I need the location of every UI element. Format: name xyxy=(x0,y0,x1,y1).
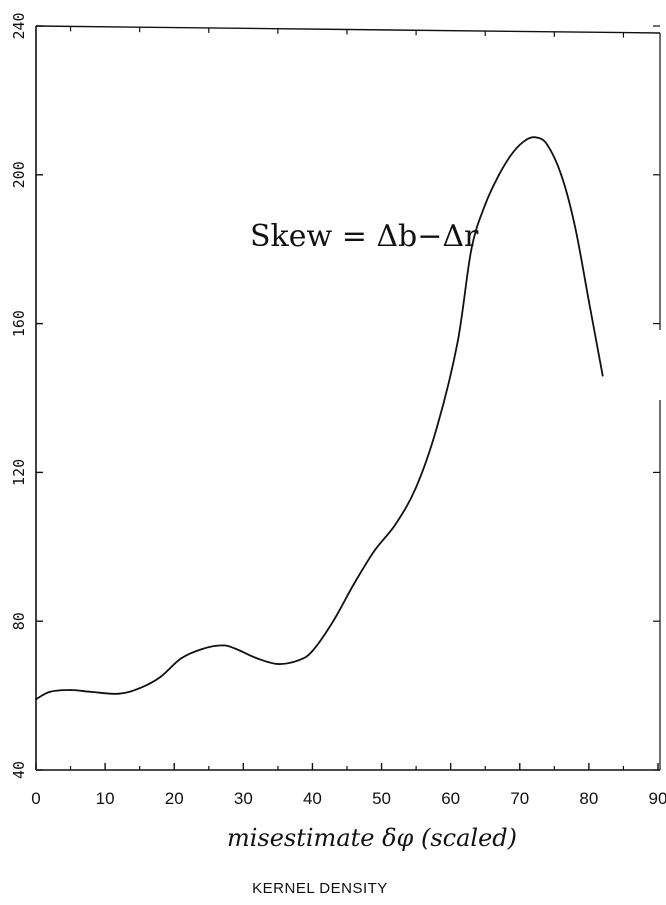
data-point xyxy=(35,698,37,701)
x-tick-label: 20 xyxy=(165,789,184,808)
data-point xyxy=(525,138,528,141)
x-tick-label: 10 xyxy=(96,789,115,808)
data-point xyxy=(546,144,549,146)
data-point xyxy=(48,691,51,693)
data-point xyxy=(180,657,183,660)
data-point xyxy=(138,687,141,690)
data-point xyxy=(484,203,487,206)
data-point xyxy=(353,583,355,585)
x-tick-label: 50 xyxy=(372,789,391,808)
data-point xyxy=(159,676,162,678)
data-point xyxy=(69,689,72,691)
density-series xyxy=(35,136,604,701)
x-axis-label: misestimate δφ (scaled) xyxy=(227,824,517,852)
data-point xyxy=(560,173,563,176)
y-tick-label: 240 xyxy=(10,12,28,39)
data-point xyxy=(256,657,259,660)
data-point xyxy=(311,650,314,652)
x-tick-label: 40 xyxy=(303,789,322,808)
x-axis-ticks: 0 10 20 30 40 50 60 70 80 90 xyxy=(31,26,666,808)
data-point xyxy=(373,549,376,552)
y-tick-label: 200 xyxy=(10,161,28,188)
data-point xyxy=(118,692,120,695)
x-tick-label: 90 xyxy=(649,789,666,808)
data-point xyxy=(470,248,473,251)
x-tick-label: 60 xyxy=(441,789,460,808)
data-point xyxy=(536,136,538,139)
data-point xyxy=(332,620,335,623)
x-tick-label: 70 xyxy=(510,789,529,808)
skew-annotation: Skew = Δb−Δr xyxy=(250,219,479,254)
data-point xyxy=(415,486,417,489)
data-point xyxy=(90,691,93,693)
data-point xyxy=(498,173,500,176)
data-point xyxy=(574,226,576,228)
data-point xyxy=(235,648,238,650)
figure-caption: KERNEL DENSITY xyxy=(252,880,388,897)
y-axis-ticks: 40 80 120 160 200 240 xyxy=(10,12,660,779)
data-point xyxy=(435,426,438,429)
top-border xyxy=(35,25,661,34)
y-tick-label: 40 xyxy=(10,761,28,779)
data-point xyxy=(201,648,203,650)
data-point xyxy=(394,523,397,526)
density-curve xyxy=(35,136,604,701)
data-point xyxy=(297,659,300,662)
data-point xyxy=(512,151,514,154)
data-point xyxy=(456,341,459,344)
x-tick-label: 80 xyxy=(579,789,598,808)
x-tick-label: 30 xyxy=(234,789,253,808)
x-tick-label: 0 xyxy=(31,789,40,808)
data-point xyxy=(601,374,604,377)
data-point xyxy=(221,644,224,647)
data-point xyxy=(277,663,279,665)
data-point xyxy=(588,300,590,303)
y-tick-label: 160 xyxy=(10,310,28,337)
y-tick-label: 80 xyxy=(10,612,28,630)
y-tick-label: 120 xyxy=(10,459,28,486)
